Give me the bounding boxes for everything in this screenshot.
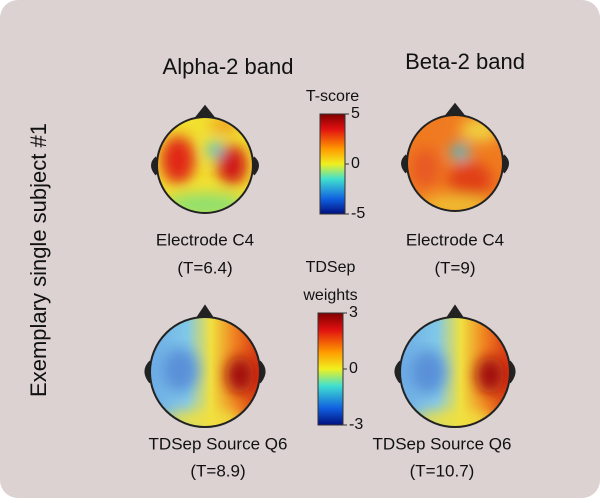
colorbar-tick-label: -3 (349, 416, 363, 433)
map-label: Electrode C4 (406, 230, 504, 249)
colorbar-tick-label: 5 (351, 105, 360, 122)
colorbar-title: TDSep (306, 259, 356, 276)
topomap (394, 304, 516, 428)
colorbar-title: weights (302, 287, 357, 304)
column-title: Alpha-2 band (163, 54, 294, 79)
map-stat: (T=6.4) (177, 258, 232, 277)
side-label: Exemplary single subject #1 (26, 123, 51, 397)
topomap (401, 102, 509, 212)
colorbar-tick-label: 0 (351, 155, 360, 172)
colorbar-tick-label: 0 (349, 360, 358, 377)
topomap (144, 304, 266, 428)
colorbar-tick-label: 3 (349, 304, 358, 321)
map-stat: (T=9) (434, 258, 475, 277)
map-label: TDSep Source Q6 (373, 434, 512, 453)
colorbar-tick-label: -5 (351, 205, 365, 222)
map-stat: (T=8.9) (190, 461, 245, 480)
map-label: TDSep Source Q6 (149, 434, 288, 453)
map-label: Electrode C4 (156, 230, 254, 249)
colorbar-title: T-score (306, 88, 359, 105)
map-stat: (T=10.7) (410, 461, 475, 480)
column-title: Beta-2 band (405, 49, 525, 74)
colorbar (319, 113, 346, 215)
colorbar (317, 312, 344, 426)
